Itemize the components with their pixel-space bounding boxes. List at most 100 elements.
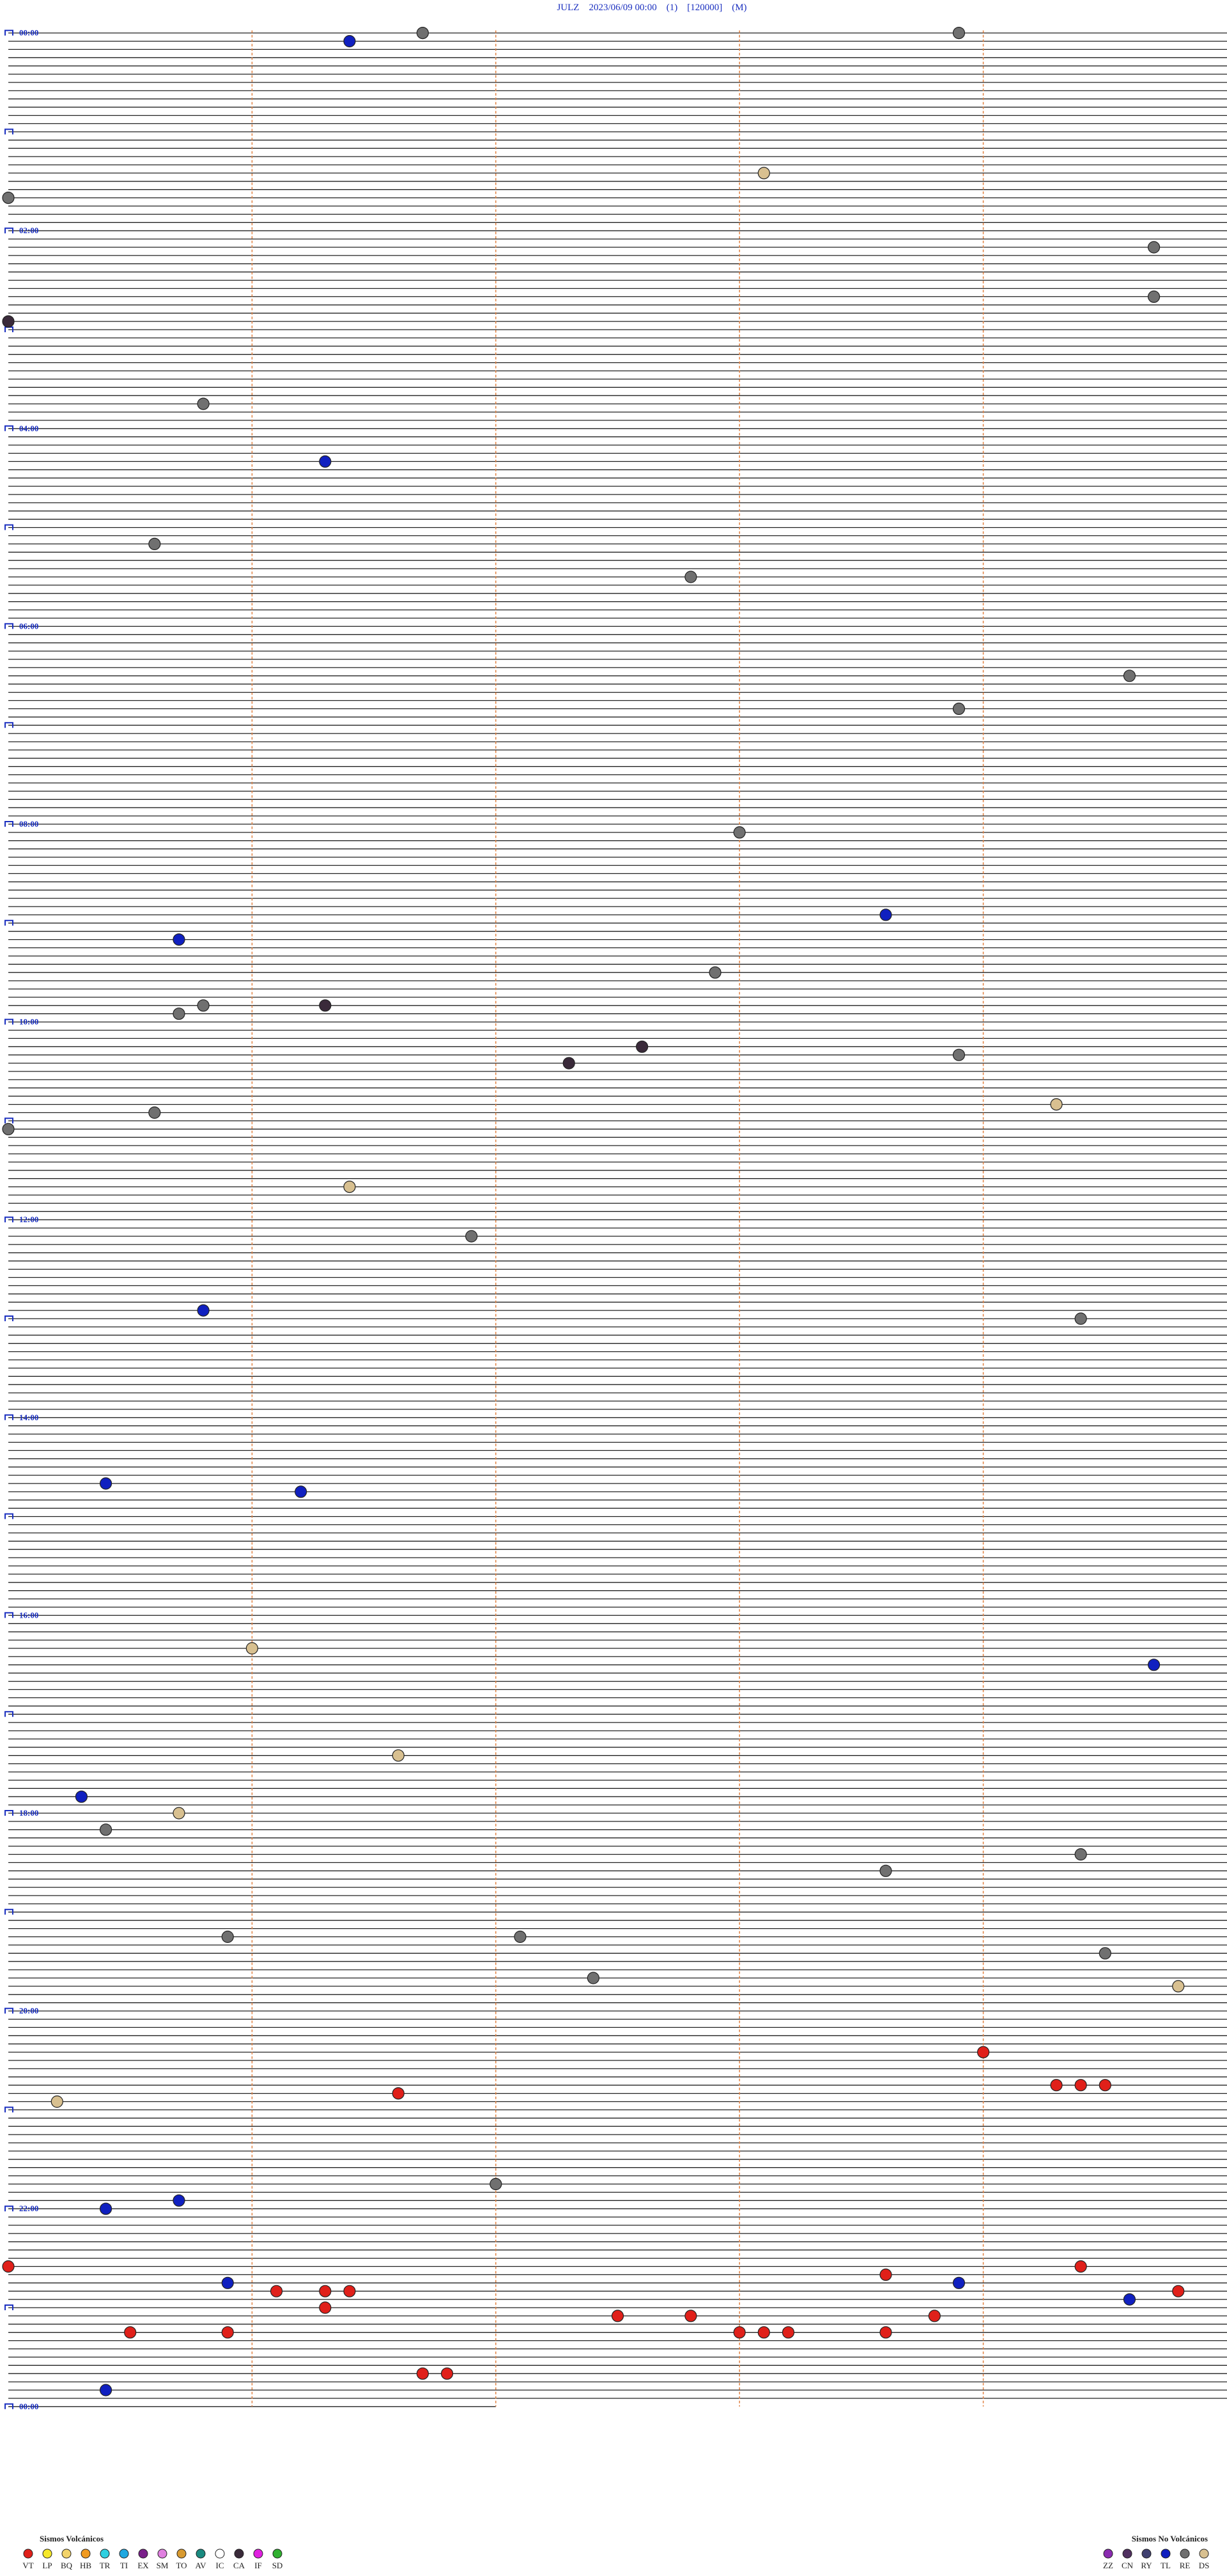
event [99,1477,112,1490]
event [733,826,746,839]
hour-marker [4,2205,13,2212]
event [173,933,185,946]
legend-swatch [81,2549,91,2559]
event [2,192,15,204]
event [319,2301,332,2314]
legend-swatch [61,2549,72,2559]
event [952,702,966,716]
event [392,2087,405,2100]
title: JULZ 2023/06/09 00:00 (1) [120000] (M) [557,3,746,13]
event [221,2276,234,2289]
event [709,966,722,979]
event [343,1180,356,1193]
event [1074,2260,1087,2273]
hour-marker [4,1612,13,1618]
event [757,167,770,180]
legend-label: IC [216,2561,224,2570]
event [148,1106,161,1119]
event [952,26,966,40]
event [879,2268,892,2281]
hour-marker [4,919,13,926]
legend-swatch [253,2549,263,2559]
hour-marker [4,29,13,36]
legend-swatch [23,2549,33,2559]
event [99,2202,112,2215]
event [1147,1659,1161,1671]
event [490,2177,502,2191]
legend-swatch [138,2549,148,2559]
legend-label: TO [176,2561,187,2570]
hour-marker [4,128,13,135]
hour-marker [4,425,13,431]
legend-label: ZZ [1103,2561,1113,2570]
hour-label: 10:00 [19,1017,38,1027]
legend-label: TI [120,2561,128,2570]
event [99,2384,112,2396]
event [124,2326,137,2339]
event [173,1807,185,1820]
event [2,1123,15,1135]
legend-swatch [176,2549,187,2559]
legend-label: SD [272,2561,283,2570]
hour-label: 12:00 [19,1215,38,1224]
event [733,2326,746,2339]
legend-label: VT [22,2561,33,2570]
hour-marker [4,1117,13,1124]
event [879,908,892,921]
hour-label: 20:00 [19,2006,38,2016]
hour-marker [4,2403,13,2409]
legend-label: CA [233,2561,245,2570]
legend-title: Sismos No Volcánicos [1132,2534,1208,2543]
hour-marker [4,524,13,530]
event [392,1749,405,1762]
event [1147,290,1161,303]
hour-marker [4,1414,13,1420]
legend-swatch [234,2549,244,2559]
hour-label: 06:00 [19,621,38,631]
hour-marker [4,1908,13,1915]
legend-label: EX [137,2561,149,2570]
hour-label: 00:00 [19,28,38,38]
legend-swatch [119,2549,129,2559]
event [1123,2293,1136,2306]
event [879,1864,892,1877]
event [2,315,15,328]
legend-label: AV [195,2561,206,2570]
legend-label: LP [42,2561,52,2570]
legend-swatch [1122,2549,1132,2559]
event [684,571,697,583]
event [1050,2079,1063,2092]
hour-label: 18:00 [19,1808,38,1818]
hour-marker [4,821,13,827]
event [611,2310,624,2322]
hour-label: 16:00 [19,1610,38,1620]
hour-marker [4,227,13,234]
event [50,2095,63,2108]
event [295,1485,307,1498]
legend-label: DS [1199,2561,1210,2570]
legend-swatch [1199,2549,1209,2559]
event [1123,670,1136,682]
event [343,2285,356,2297]
event [440,2367,454,2380]
legend-swatch [1103,2549,1113,2559]
event [343,34,356,48]
event [1074,1312,1087,1325]
legend-swatch [1141,2549,1152,2559]
event [245,1642,258,1655]
event [221,2326,234,2339]
hour-label: 08:00 [19,819,38,829]
hour-marker [4,1018,13,1025]
event [173,2194,185,2207]
legend-label: CN [1122,2561,1134,2570]
event [1172,1980,1185,1993]
legend-label: HB [80,2561,91,2570]
legend-label: RY [1141,2561,1152,2570]
hour-label: 04:00 [19,424,38,433]
event [197,397,210,410]
legend-swatch [157,2549,167,2559]
event [928,2310,941,2322]
event [1050,1098,1063,1111]
